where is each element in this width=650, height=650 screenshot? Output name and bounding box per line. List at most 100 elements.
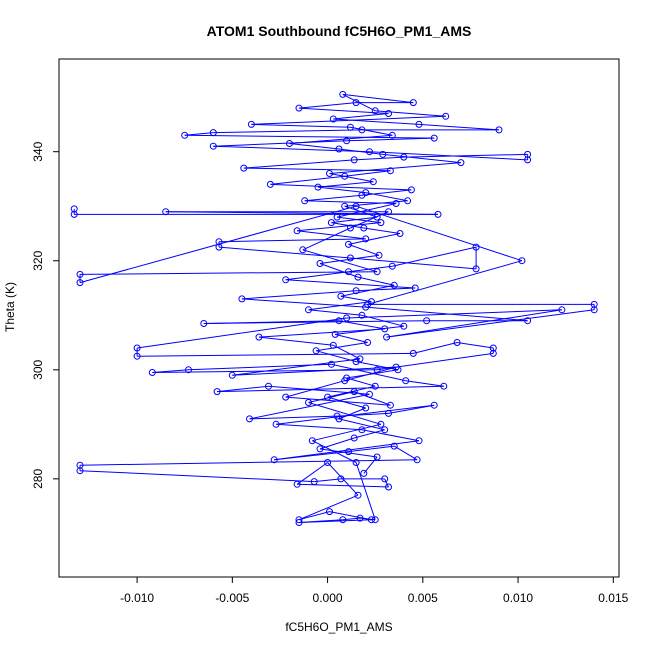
data-point — [282, 276, 290, 284]
data-point — [324, 459, 332, 466]
data-point — [255, 333, 263, 341]
data-point — [453, 339, 461, 346]
data-point — [352, 202, 360, 210]
y-tick-label: 280 — [31, 469, 45, 489]
data-point — [371, 382, 379, 390]
data-point — [345, 240, 352, 248]
series-connector-line — [285, 271, 349, 281]
series-connector-line — [346, 369, 399, 379]
series-connector-line — [331, 216, 378, 224]
series-connector-line — [152, 369, 189, 373]
series-connector-line — [314, 478, 341, 483]
data-point — [329, 341, 337, 349]
data-point — [440, 382, 448, 390]
data-point — [339, 516, 347, 524]
series-connector-line — [276, 423, 362, 431]
data-point — [209, 142, 217, 150]
series-connector-line — [344, 200, 408, 207]
x-tick-label: -0.005 — [215, 591, 249, 605]
x-tick-label: 0.000 — [313, 591, 343, 605]
series-connector-line — [338, 407, 366, 420]
data-point — [356, 514, 364, 522]
series-connector-line — [258, 336, 334, 346]
series-connector-line — [203, 320, 427, 324]
series-connector-line — [346, 137, 435, 142]
data-point — [209, 129, 217, 137]
series-connector-line — [319, 448, 378, 458]
series-connector-line — [346, 309, 562, 319]
data-point — [301, 197, 309, 205]
series-connector-line — [213, 145, 370, 153]
data-point — [386, 401, 394, 409]
series-connector-line — [249, 415, 338, 420]
series-connector-line — [312, 423, 382, 442]
data-point — [213, 388, 221, 396]
series-connector-line — [386, 309, 595, 338]
data-point — [215, 243, 223, 251]
series-connector-line — [329, 173, 374, 183]
series-connector-line — [213, 140, 347, 147]
data-point — [335, 317, 343, 325]
data-point — [350, 388, 358, 396]
data-point — [390, 281, 398, 289]
data-point — [341, 172, 349, 180]
series-connector-line — [344, 205, 378, 218]
series-connector-line — [350, 126, 393, 136]
series-connector-line — [312, 440, 357, 463]
y-axis-label: Theta (K) — [3, 282, 17, 332]
series-connector-line — [356, 287, 416, 292]
data-point — [305, 306, 312, 314]
data-point — [76, 467, 84, 475]
series-connector-line — [298, 107, 389, 114]
series-connector-line — [327, 462, 359, 496]
data-point — [215, 238, 223, 246]
data-point — [472, 265, 480, 273]
x-tick-label: 0.015 — [598, 591, 628, 605]
series-connector-line — [361, 314, 404, 327]
series-connector-line — [335, 333, 368, 343]
data-point — [434, 210, 442, 218]
data-point — [76, 279, 84, 287]
series-connector-line — [298, 519, 343, 523]
data-point — [385, 208, 392, 216]
data-point — [200, 320, 208, 327]
series-connector-line — [137, 317, 347, 349]
series-connector-line — [249, 393, 370, 420]
data-point — [373, 453, 381, 461]
data-point — [457, 159, 465, 167]
series-connector-line — [302, 227, 351, 251]
data-point — [337, 475, 345, 483]
data-point — [590, 306, 598, 314]
data-point — [371, 107, 379, 115]
data-point — [312, 347, 320, 355]
data-point — [379, 150, 387, 158]
series-connector-line — [268, 385, 370, 395]
data-point — [362, 404, 370, 412]
data-point — [430, 401, 438, 409]
series-connector-line — [217, 385, 444, 393]
series-connector-line — [348, 265, 393, 273]
series-connector-line — [308, 402, 382, 425]
data-point — [343, 374, 351, 382]
data-point — [70, 210, 78, 218]
series-connector-line — [270, 183, 412, 191]
data-point — [377, 219, 385, 227]
data-point — [362, 189, 370, 197]
series-connector-line — [316, 342, 368, 352]
series-connector-line — [348, 445, 395, 453]
data-point — [524, 156, 532, 164]
data-point — [350, 434, 358, 442]
x-tick-label: -0.010 — [120, 591, 154, 605]
data-point — [185, 366, 192, 374]
series-connector-line — [367, 260, 523, 305]
data-point — [400, 322, 408, 330]
data-point — [228, 371, 236, 379]
series-connector-line — [79, 271, 378, 275]
series-connector-line — [308, 391, 355, 403]
data-point — [409, 349, 417, 357]
data-point — [375, 251, 383, 259]
series-connector-line — [457, 342, 494, 349]
data-point — [367, 516, 375, 524]
data-point — [354, 491, 362, 499]
